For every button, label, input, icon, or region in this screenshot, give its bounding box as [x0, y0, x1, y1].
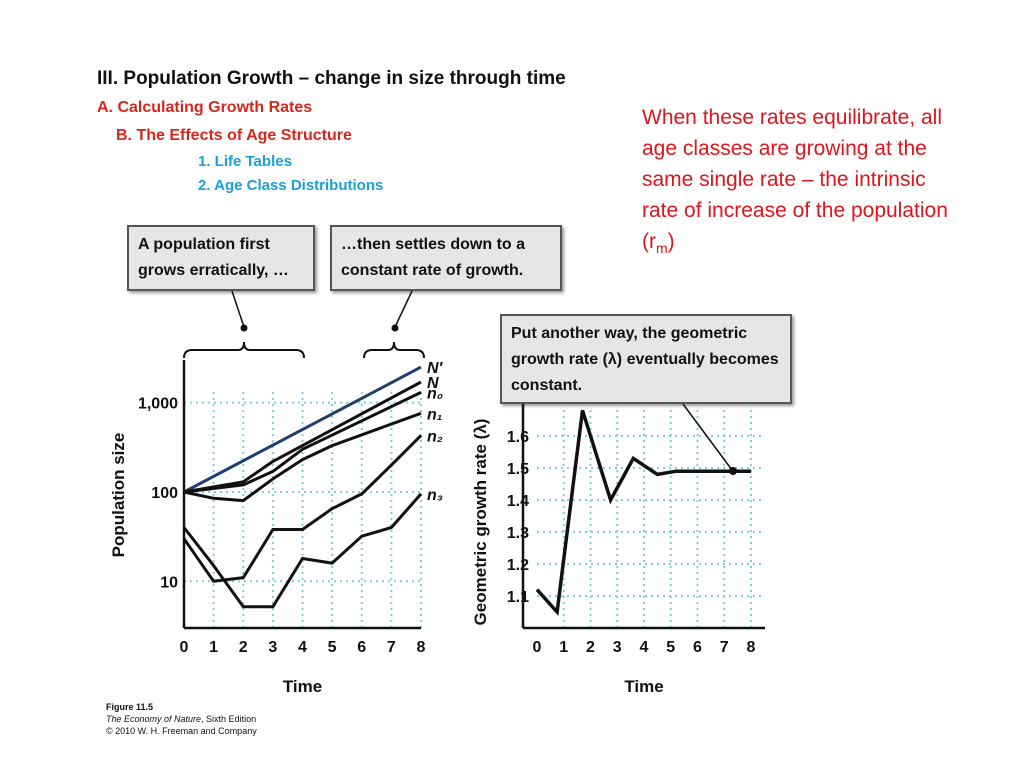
topic-item-2: 2. Age Class Distributions — [198, 177, 384, 194]
series-label: n₀ — [427, 385, 443, 402]
x-tick-label: 3 — [268, 639, 277, 656]
note-subscript: m — [656, 240, 668, 257]
connector-dot — [729, 467, 737, 475]
growth-rate-chart: 1.1 1.2 1.3 1.4 1.5 1.6 0 1 2 3 4 5 6 7 8 Time Geometric… — [471, 404, 765, 696]
note-text: When these rates equilibrate, all age cl… — [642, 106, 948, 253]
x-tick-label: 4 — [640, 639, 649, 656]
x-tick-label: 1 — [209, 639, 218, 656]
book-edition: , Sixth Edition — [201, 714, 257, 724]
series-label: N′ — [427, 360, 444, 377]
series-line — [183, 391, 422, 494]
figure-number: Figure 11.5 — [106, 702, 154, 712]
y-tick-label: 10 — [160, 574, 178, 591]
x-tick-label: 0 — [180, 639, 189, 656]
y-tick-label: 1.6 — [507, 429, 529, 446]
connector-dot — [391, 324, 399, 332]
y-tick-label: 1.5 — [507, 461, 529, 478]
x-tick-label: 7 — [720, 639, 729, 656]
series-label: n₂ — [427, 428, 443, 445]
y-tick-label: 100 — [151, 485, 178, 502]
series-line — [183, 411, 422, 503]
subsection-heading: B. The Effects of Age Structure — [116, 127, 352, 144]
y-tick-label: 1.4 — [507, 493, 529, 510]
y-axis-label: Population size — [109, 433, 128, 558]
x-tick-label: 8 — [417, 639, 426, 656]
bracket — [183, 341, 305, 359]
series-line — [183, 380, 422, 494]
callout-constant-growth: …then settles down to a constant rate of… — [330, 225, 562, 291]
series-label: n₃ — [427, 487, 443, 504]
connector-dot — [240, 324, 248, 332]
copyright-line: © 2010 W. H. Freeman and Company — [106, 726, 257, 736]
book-title: The Economy of Nature — [106, 714, 202, 724]
book-reference: The Economy of Nature, Sixth Edition — [106, 713, 257, 725]
x-tick-label: 6 — [357, 639, 366, 656]
x-tick-label: 2 — [239, 639, 248, 656]
x-tick-label: 2 — [586, 639, 595, 656]
y-tick-label: 1,000 — [138, 396, 178, 413]
x-tick-label: 5 — [666, 639, 675, 656]
x-axis-label: Time — [283, 677, 322, 696]
slide-title: III. Population Growth – change in size … — [97, 68, 566, 89]
series-label: n₁ — [427, 406, 442, 423]
population-size-chart: 10 100 1,000 0 1 2 3 4 5 6 7 8 Time Population size N′… — [109, 341, 444, 696]
x-tick-label: 4 — [298, 639, 307, 656]
y-tick-label: 1.3 — [507, 525, 529, 542]
x-tick-label: 7 — [387, 639, 396, 656]
section-heading: A. Calculating Growth Rates — [97, 99, 313, 116]
x-axis-label: Time — [624, 677, 663, 696]
y-tick-label: 1.1 — [507, 589, 529, 606]
x-tick-label: 8 — [747, 639, 756, 656]
note-end: ) — [667, 230, 675, 253]
x-tick-label: 3 — [613, 639, 622, 656]
x-tick-label: 1 — [559, 639, 568, 656]
series-line — [183, 365, 422, 494]
x-tick-label: 0 — [533, 639, 542, 656]
explanation-note: When these rates equilibrate, all age cl… — [642, 102, 957, 264]
connector-line — [231, 290, 245, 328]
y-tick-label: 1.2 — [507, 557, 529, 574]
callout-erratic-growth: A population first grows erratically, … — [127, 225, 315, 291]
series-line — [182, 492, 423, 609]
callout-lambda-constant: Put another way, the geometric growth ra… — [500, 314, 792, 404]
series-line — [182, 434, 423, 583]
bracket — [363, 341, 425, 359]
x-tick-label: 5 — [328, 639, 337, 656]
series-label: N — [427, 375, 439, 392]
figure-credit: Figure 11.5 The Economy of Nature, Sixth… — [106, 701, 257, 737]
series-line — [535, 409, 751, 617]
x-tick-label: 6 — [693, 639, 702, 656]
topic-item-1: 1. Life Tables — [198, 153, 292, 170]
connector-line — [682, 403, 733, 471]
connector-line — [394, 290, 413, 328]
y-axis-label: Geometric growth rate (λ) — [471, 419, 490, 626]
